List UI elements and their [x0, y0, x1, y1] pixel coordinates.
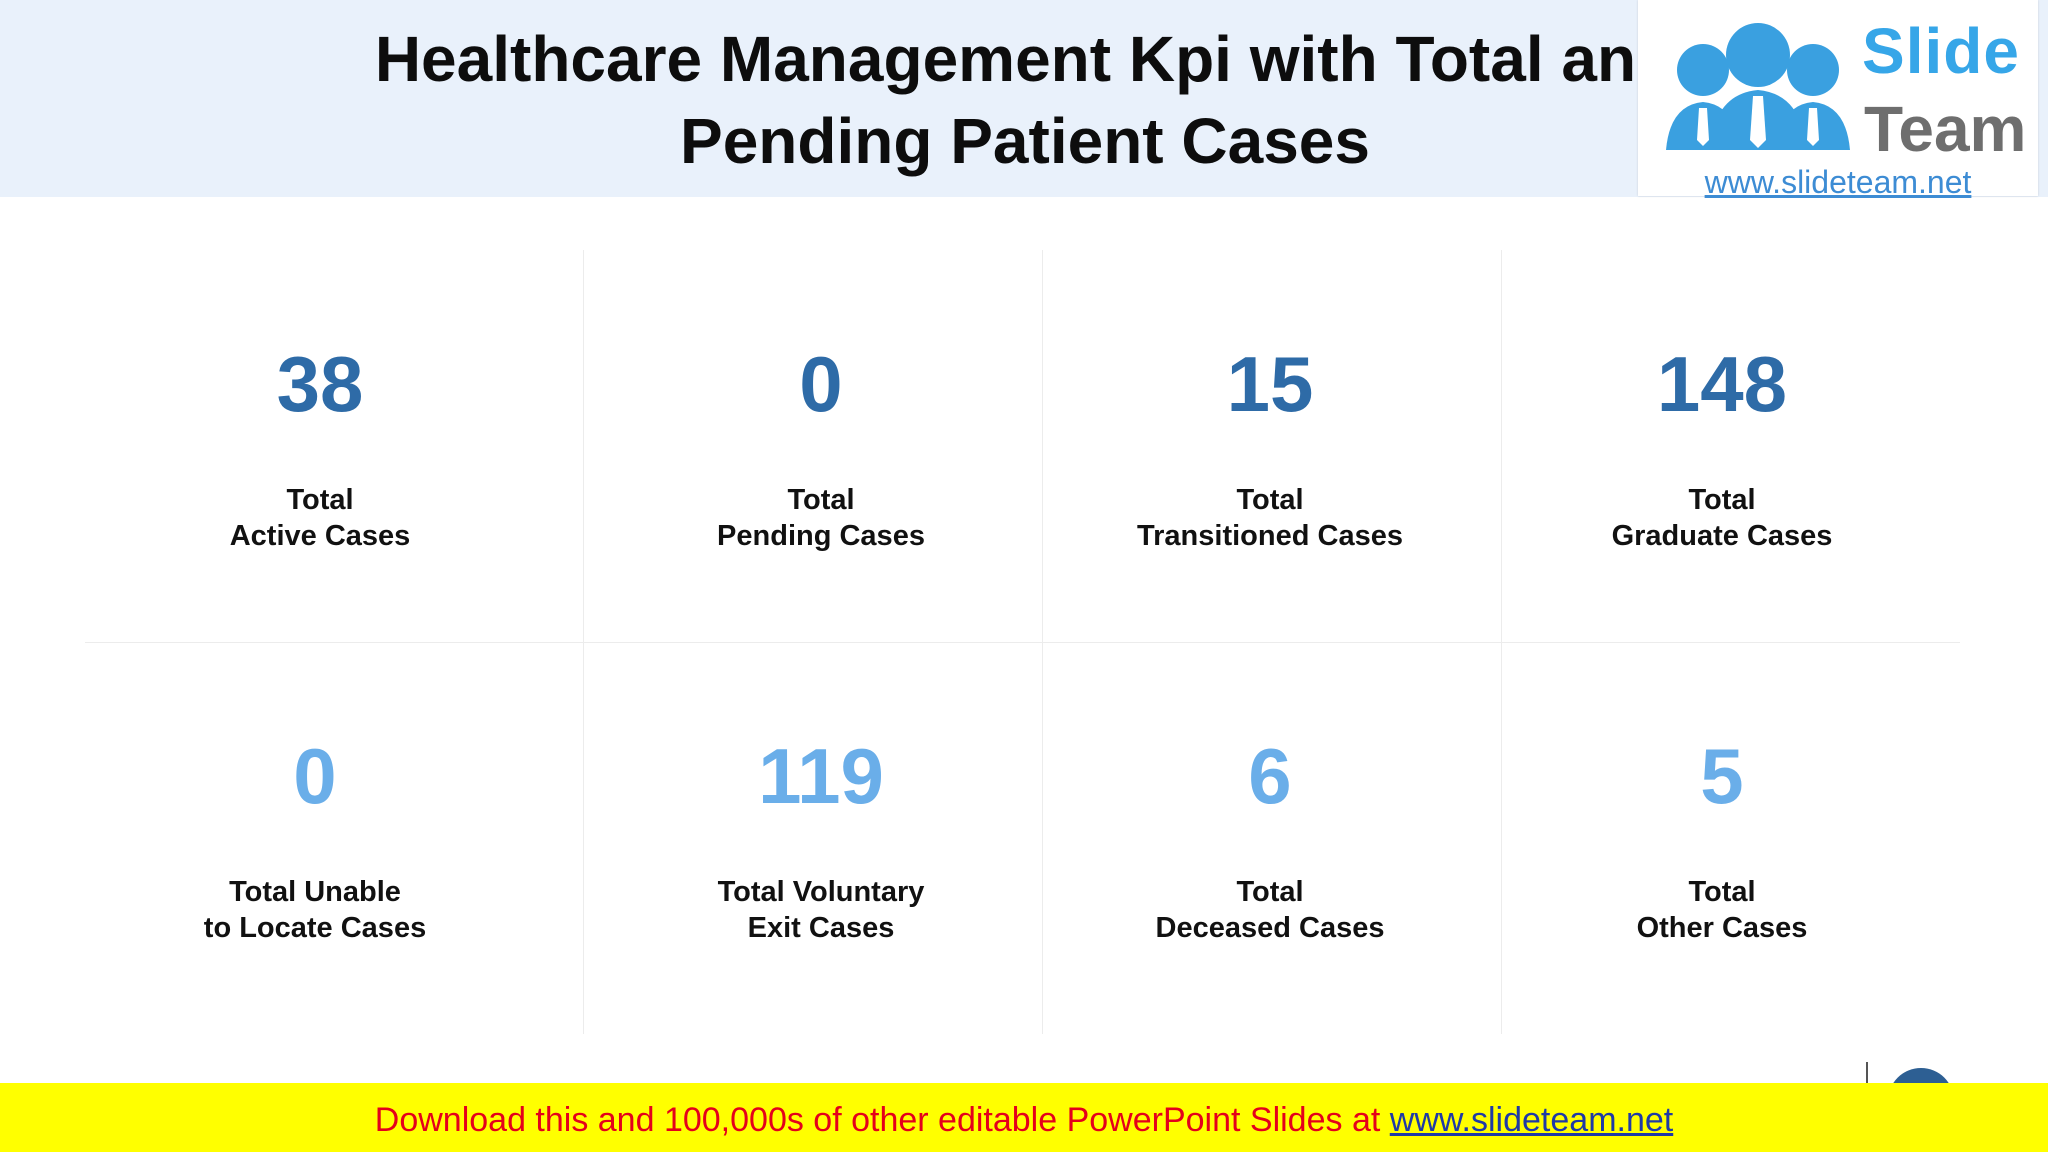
- kpi-value: 38: [276, 340, 364, 428]
- kpi-value: 0: [799, 340, 843, 428]
- banner-text: Download this and 100,000s of other edit…: [0, 1101, 2048, 1140]
- kpi-card-unable-to-locate: 0 Total Unable to Locate Cases: [85, 642, 545, 1034]
- banner-link[interactable]: www.slideteam.net: [1389, 1101, 1674, 1139]
- slideteam-logo[interactable]: Slide Team www.slideteam.net: [1638, 0, 2038, 200]
- kpi-card-voluntary-exit: 119 Total Voluntary Exit Cases: [591, 642, 1051, 1034]
- kpi-label: Total Active Cases: [229, 484, 411, 552]
- kpi-label: Total Voluntary Exit Cases: [717, 876, 925, 944]
- kpi-card-deceased: 6 Total Deceased Cases: [1040, 642, 1500, 1034]
- kpi-label: Total Other Cases: [1636, 876, 1808, 944]
- kpi-value: 148: [1656, 340, 1788, 428]
- banner-message: Download this and 100,000s of other edit…: [374, 1101, 1390, 1139]
- divider: [1866, 1062, 1868, 1084]
- kpi-value: 15: [1226, 340, 1314, 428]
- logo-url-link[interactable]: www.slideteam.net: [1704, 164, 1972, 200]
- kpi-label: Total Deceased Cases: [1155, 876, 1385, 944]
- kpi-card-pending: 0 Total Pending Cases: [591, 250, 1051, 642]
- kpi-grid: 38 Total Active Cases 0 Total Pending Case…: [85, 250, 1960, 1034]
- kpi-card-other: 5 Total Other Cases: [1492, 642, 1952, 1034]
- kpi-value: 0: [293, 732, 337, 820]
- kpi-card-transitioned: 15 Total Transitioned Cases: [1040, 250, 1500, 642]
- kpi-label: Total Graduate Cases: [1611, 484, 1833, 552]
- page-title: Healthcare Management Kpi with Total and…: [300, 18, 1750, 182]
- logo-word-team: Team: [1864, 93, 2027, 165]
- kpi-label: Total Unable to Locate Cases: [203, 876, 427, 944]
- grid-divider: [85, 642, 1960, 643]
- title-line-2: Pending Patient Cases: [680, 105, 1370, 177]
- kpi-card-active: 38 Total Active Cases: [90, 250, 550, 642]
- logo-word-slide: Slide: [1862, 15, 2020, 87]
- download-banner[interactable]: Download this and 100,000s of other edit…: [0, 1083, 2048, 1152]
- kpi-label: Total Transitioned Cases: [1137, 484, 1403, 552]
- kpi-value: 6: [1248, 732, 1292, 820]
- kpi-label: Total Pending Cases: [717, 484, 925, 552]
- kpi-value: 5: [1700, 732, 1744, 820]
- kpi-card-graduate: 148 Total Graduate Cases: [1492, 250, 1952, 642]
- title-line-1: Healthcare Management Kpi with Total and: [374, 23, 1676, 95]
- kpi-value: 119: [758, 732, 884, 820]
- people-group-icon: [1666, 23, 1850, 150]
